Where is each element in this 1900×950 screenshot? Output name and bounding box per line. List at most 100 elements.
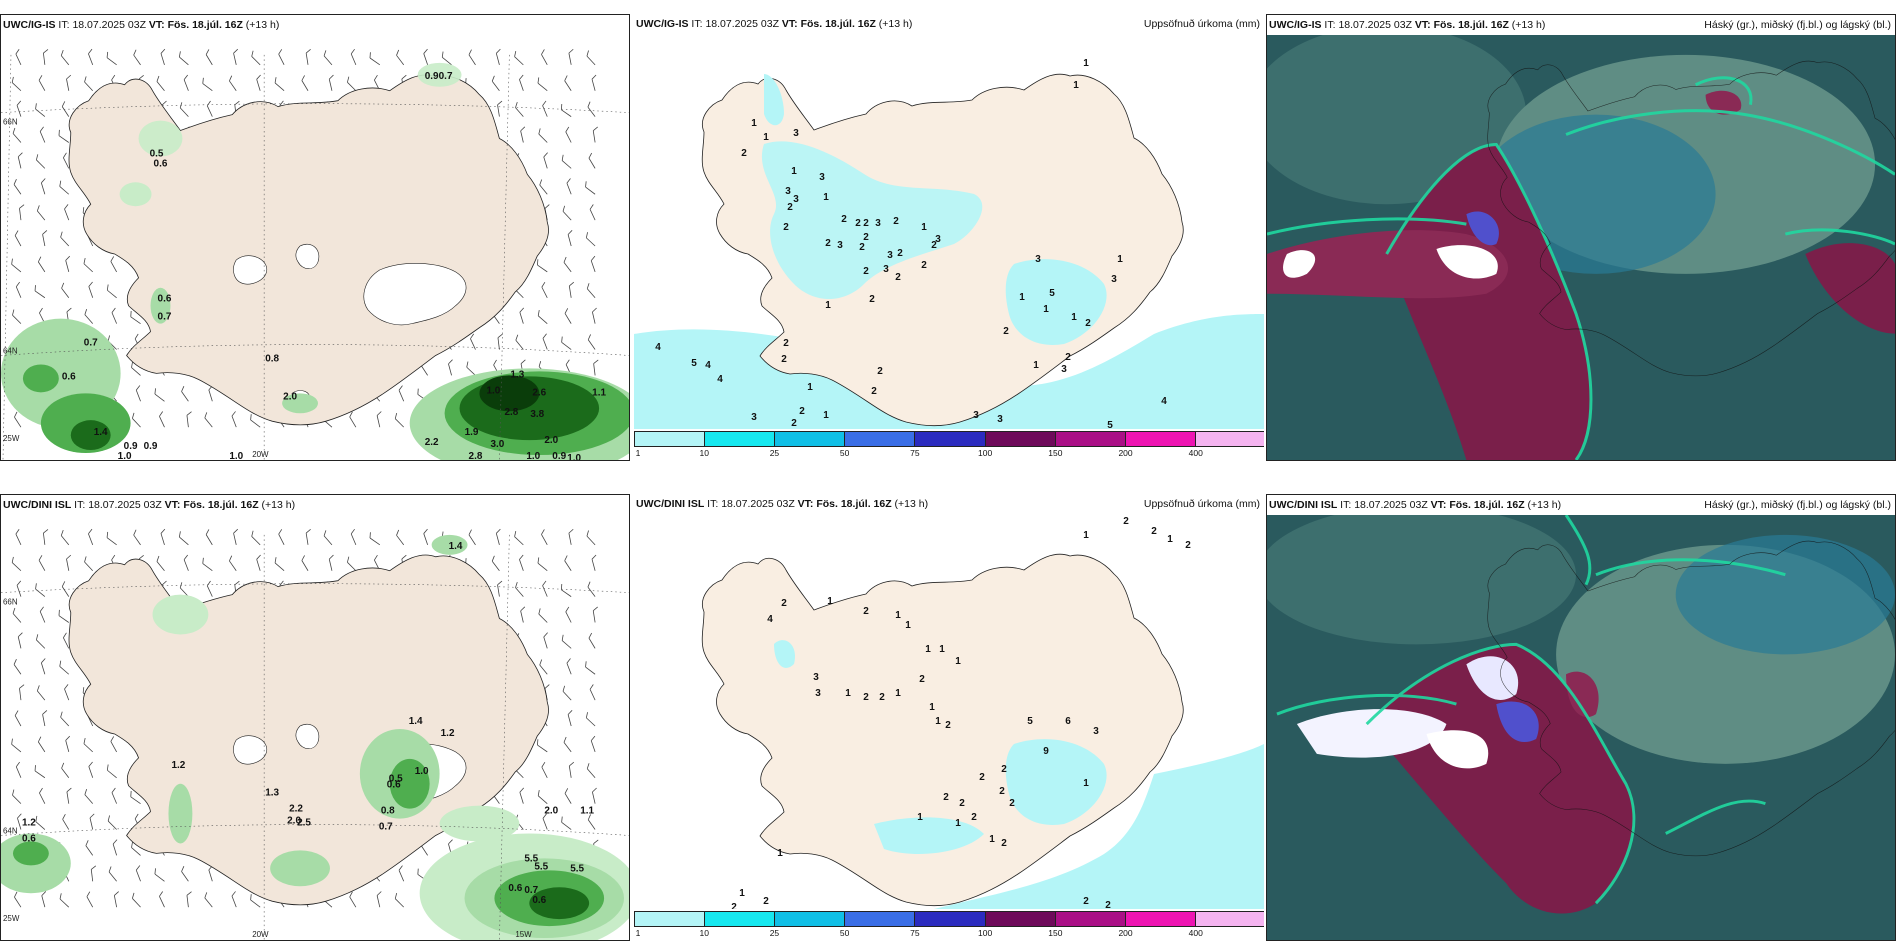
wind-barb [132,892,141,908]
wind-barb [60,49,70,66]
wind-barb [40,658,46,675]
lat-66-label: 66N [3,598,18,607]
precip-value-label: 0.8 [265,353,279,364]
wind-barb [106,284,117,299]
wind-barb [441,51,452,66]
wind-barb [519,74,524,91]
precip-value-label: 0.6 [532,895,546,906]
precip-value-label: 2 [863,266,869,277]
precip-value-label: 1 [895,688,901,699]
iceland-outline [1487,540,1895,857]
wind-barb [186,411,192,428]
precip-value-label: 1 [895,610,901,621]
wind-barb [233,48,239,65]
wind-barb [111,787,117,804]
wind-barb [11,556,22,572]
panel-field-title: Uppsöfnuð úrkoma (mm) [1143,498,1260,510]
precip-value-label: 1.3 [510,369,524,380]
wind-barb [274,557,285,572]
wind-barb [156,555,165,571]
wind-barb [537,259,548,273]
panel-wind-precip-dini: UWC/DINI ISL IT: 18.07.2025 03Z VT: Fös.… [0,494,630,941]
precip-value-label: 3 [875,218,881,229]
precip-value-label: 2 [1065,352,1071,363]
wind-barb [250,894,261,908]
wind-barb [564,555,572,571]
wind-barb [106,51,117,66]
precip-value-label: 3.0 [490,439,504,450]
wind-barb [108,866,117,882]
precip-value-label: 3 [1111,274,1117,285]
wind-barb [396,529,405,546]
wind-barb [38,555,46,571]
precip-value-label: 0.7 [379,822,393,833]
wind-barb [90,865,97,882]
wind-barb [470,333,476,350]
precip-value-label: 0.6 [387,780,401,791]
colorbar-swatch [845,912,916,926]
colorbar-tick: 100 [978,448,993,458]
wind-barb [541,761,548,778]
precip-value-label: 2 [895,272,901,283]
precip-value-label: 3 [1093,726,1099,737]
precip-value-label: 1 [1033,360,1039,371]
precip-value-label: 5.5 [570,863,584,874]
wind-barb [591,74,597,91]
wind-barb [587,581,596,597]
precip-value-label: 1 [955,656,961,667]
wind-barb [84,556,93,572]
lon-20-label: 20W [252,930,269,939]
wind-barb [587,814,596,830]
precip-value-label: 2 [863,692,869,703]
colorbar-tick: 1 [635,928,641,938]
wind-barb [12,127,22,143]
wind-barb [62,152,70,169]
wind-barb [592,606,598,623]
precip-value-label: 1 [939,644,945,655]
panel-clouds-dini: UWC/DINI ISL IT: 18.07.2025 03Z VT: Fös.… [1266,494,1896,941]
wind-barb [537,739,548,753]
wind-barb [17,152,23,169]
precip-value-label: 5 [1107,420,1113,429]
wind-barb [130,310,141,324]
precip-value-label: 2 [859,242,865,253]
wind-barb [376,411,382,428]
wind-barb [229,555,237,571]
wind-barb [204,892,213,908]
wind-barb [84,76,93,92]
panel-title: UWC/DINI ISL IT: 18.07.2025 03Z VT: Fös.… [1269,499,1562,511]
precip-value-label: 3 [819,172,825,183]
wind-barb [520,606,526,623]
wind-barb [568,528,574,545]
precip-value-label: 1 [905,620,911,631]
wind-barb [135,865,141,882]
precip-value-label: 0.9 [425,71,439,82]
wind-barb [59,660,70,675]
wind-barb [186,891,192,908]
wind-barb [62,813,70,830]
wind-barb [36,205,46,221]
wind-barb [350,48,357,66]
precip-value-label: 1 [1071,312,1077,323]
colorbar-tick: 75 [910,448,920,458]
precip-value-label: 14 [1108,908,1120,909]
precip-value-label: 2 [1003,326,1009,337]
precip-value-label: 1 [1083,530,1089,541]
precip-value-label: 3 [973,410,979,421]
wind-barb [541,281,548,298]
wind-barb [520,126,526,143]
precip-value-label: 1.4 [449,541,463,552]
wind-barb [14,710,22,727]
precip-value-label: 1.0 [526,451,540,460]
precip-value-label: 5.5 [524,853,538,864]
graticule [1,54,629,460]
precip-value-label: 1.4 [409,716,423,727]
wind-barb [250,414,261,428]
wind-barb [323,50,333,66]
wind-barb [537,790,548,804]
precip-value-label: 0.5 [150,148,164,159]
wind-barb [202,77,213,92]
